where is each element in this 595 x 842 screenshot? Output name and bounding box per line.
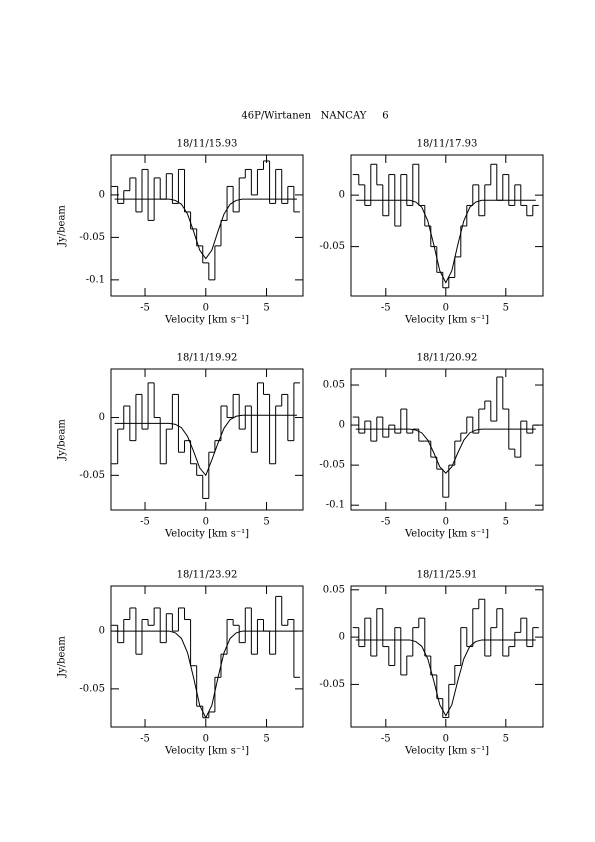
fit-line <box>355 639 536 717</box>
plot-frame <box>110 585 304 728</box>
x-axis-label: Velocity [km s⁻¹] <box>404 529 489 540</box>
panel-title: 18/11/20.92 <box>417 353 478 364</box>
y-tick-label: 0 <box>99 189 105 200</box>
fit-line <box>114 414 297 477</box>
y-tick-label: -0.05 <box>319 241 345 252</box>
series <box>114 630 297 719</box>
y-tick-label: -0.05 <box>79 470 105 481</box>
y-tick-label: -0.1 <box>86 274 105 285</box>
y-axis-label: Jy/beam <box>57 205 68 247</box>
panel: 18/11/23.92 Velocity [km s⁻¹] Jy/beam -5 0 5 -… <box>57 570 304 757</box>
y-tick-label: 0.05 <box>323 584 345 595</box>
x-tick-label: -5 <box>140 303 150 314</box>
x-tick-label: -5 <box>381 734 391 745</box>
series <box>355 199 536 284</box>
y-tick-label: -0.05 <box>79 683 105 694</box>
plot-frame <box>350 368 544 511</box>
plot-frame <box>350 585 544 728</box>
panel: 18/11/25.91 Velocity [km s⁻¹] -5 0 5 -0.05 0 0.… <box>319 570 544 757</box>
x-tick-label: 0 <box>443 303 449 314</box>
plot-frame <box>110 154 304 297</box>
y-tick-label: -0.1 <box>326 500 345 511</box>
panel-title: 18/11/23.92 <box>177 570 238 581</box>
x-axis-label: Velocity [km s⁻¹] <box>404 315 489 326</box>
y-tick-label: -0.05 <box>319 679 345 690</box>
x-tick-label: 5 <box>503 303 509 314</box>
y-tick-label: 0 <box>339 632 345 643</box>
x-axis-label: Velocity [km s⁻¹] <box>164 746 249 757</box>
x-tick-label: 0 <box>203 517 209 528</box>
x-axis-label: Velocity [km s⁻¹] <box>164 529 249 540</box>
series <box>352 163 539 289</box>
x-tick-label: 5 <box>263 734 269 745</box>
y-tick-label: 0.05 <box>323 380 345 391</box>
y-tick-label: -0.05 <box>319 460 345 471</box>
x-tick-label: 0 <box>443 734 449 745</box>
fit-line <box>114 198 297 260</box>
panel: 18/11/19.92 Velocity [km s⁻¹] Jy/beam -5 0 5 -… <box>57 353 304 540</box>
y-tick-label: 0 <box>339 420 345 431</box>
x-tick-label: 5 <box>503 734 509 745</box>
x-axis-label: Velocity [km s⁻¹] <box>164 315 249 326</box>
y-axis-label: Jy/beam <box>57 636 68 678</box>
x-tick-label: -5 <box>140 734 150 745</box>
x-tick-label: 0 <box>443 517 449 528</box>
x-tick-label: 0 <box>203 734 209 745</box>
panel-title: 18/11/19.92 <box>177 353 238 364</box>
series <box>355 428 536 474</box>
x-axis-label: Velocity [km s⁻¹] <box>404 746 489 757</box>
series <box>355 639 536 717</box>
x-tick-label: -5 <box>381 303 391 314</box>
fit-line <box>355 428 536 474</box>
panel: 18/11/15.93 Velocity [km s⁻¹] Jy/beam -5 0 5 -… <box>57 139 304 326</box>
plot-frame <box>350 154 544 297</box>
panel: 18/11/17.93 Velocity [km s⁻¹] -5 0 5 -0.05 0 <box>319 139 544 326</box>
panel-title: 18/11/25.91 <box>417 570 478 581</box>
x-tick-label: 5 <box>503 517 509 528</box>
x-tick-label: 5 <box>263 517 269 528</box>
y-axis-label: Jy/beam <box>57 419 68 461</box>
x-tick-label: -5 <box>381 517 391 528</box>
y-tick-label: -0.05 <box>79 232 105 243</box>
plot-frame <box>110 368 304 511</box>
panel: 18/11/20.92 Velocity [km s⁻¹] -5 0 5 -0.1 -0.0… <box>319 353 544 540</box>
series <box>352 598 539 719</box>
fit-line <box>355 199 536 284</box>
x-tick-label: 5 <box>263 303 269 314</box>
figure-title: 46P/Wirtanen NANCAY 6 <box>241 111 388 122</box>
y-tick-label: 0 <box>99 412 105 423</box>
panel-title: 18/11/17.93 <box>417 139 478 150</box>
series <box>114 198 297 260</box>
x-tick-label: -5 <box>140 517 150 528</box>
x-tick-label: 0 <box>203 303 209 314</box>
panel-title: 18/11/15.93 <box>177 139 238 150</box>
y-tick-label: 0 <box>339 190 345 201</box>
series <box>114 414 297 477</box>
fit-line <box>114 630 297 719</box>
y-tick-label: 0 <box>99 626 105 637</box>
